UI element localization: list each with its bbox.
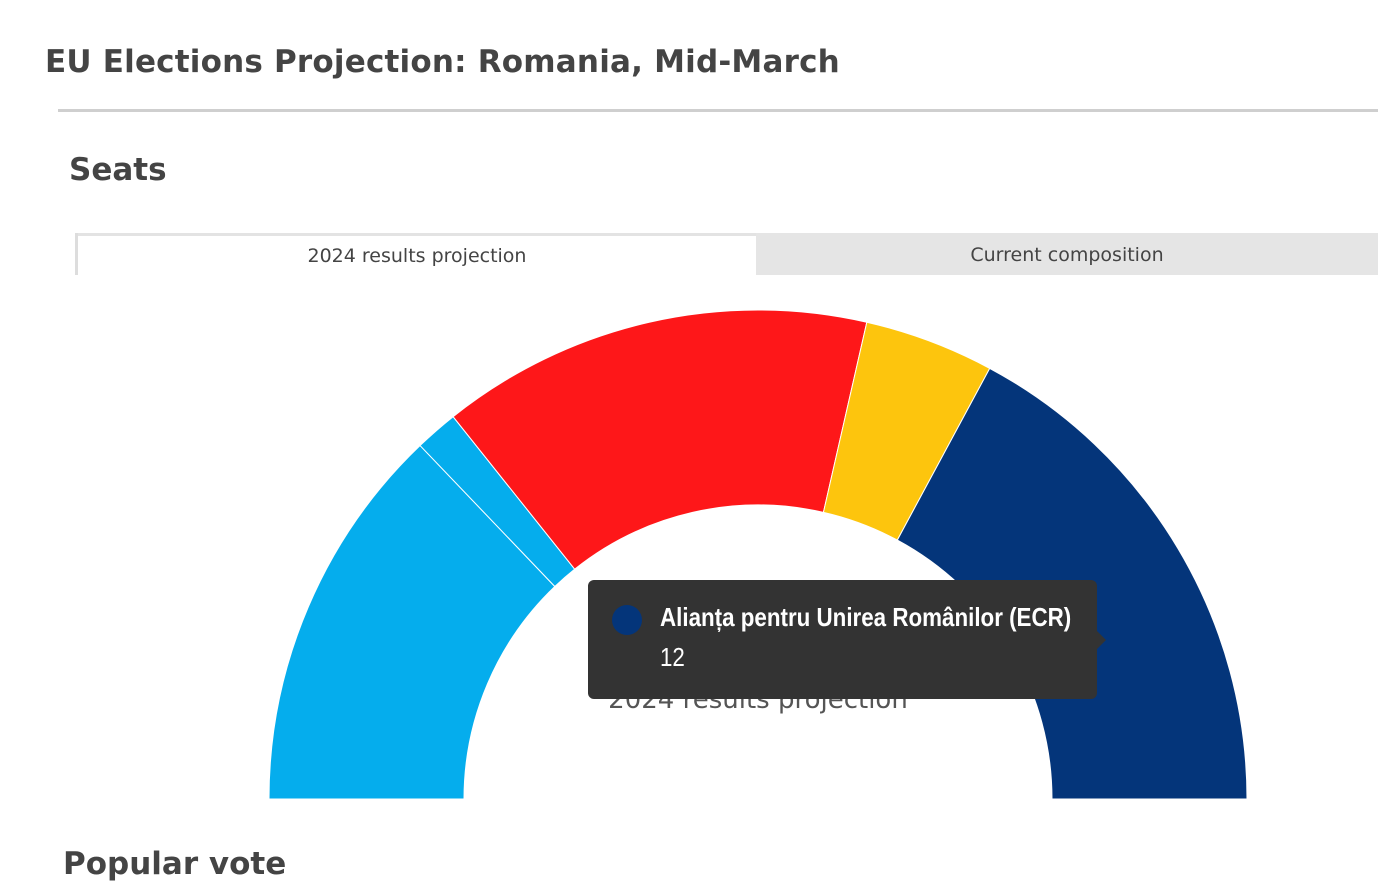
page-title: EU Elections Projection: Romania, Mid-Ma… [45,44,840,80]
hemicycle-slice-3[interactable] [452,309,868,570]
party-tooltip: Alianța pentru Unirea Românilor (ECR) 12 [588,580,1106,699]
hemicycle-slices [268,309,1248,800]
seats-section-title: Seats [69,152,167,188]
tooltip-arrow [1097,631,1106,649]
chart-tabs: 2024 results projection Current composit… [75,233,1378,275]
tooltip-party-name: Alianța pentru Unirea Românilor (ECR) [660,602,1072,632]
tab-current-composition[interactable]: Current composition [970,244,1164,266]
tab-2024-results-projection[interactable]: 2024 results projection [78,233,756,275]
tooltip-seat-count: 12 [660,642,685,672]
popular-vote-section-title: Popular vote [63,846,287,882]
tooltip-color-dot [612,605,642,635]
title-divider [58,109,1378,112]
hemicycle-slice-1[interactable] [268,444,556,800]
